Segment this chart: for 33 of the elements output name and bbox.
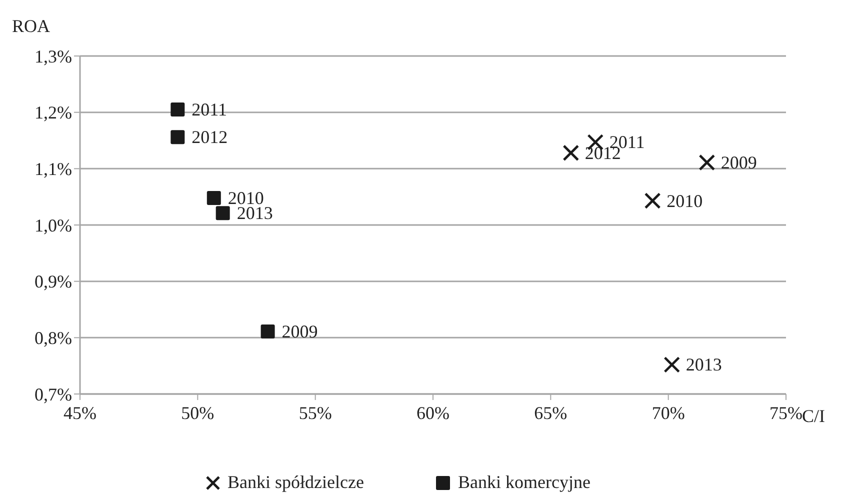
x-tick-label: 60% bbox=[416, 402, 450, 423]
point bbox=[170, 130, 185, 144]
x-tick-label: 75% bbox=[770, 402, 802, 423]
point bbox=[698, 154, 716, 171]
point bbox=[170, 102, 185, 117]
x-tick-label: 45% bbox=[64, 402, 96, 423]
annotation: 2009 bbox=[282, 321, 318, 342]
y-tick-label: 1,3% bbox=[34, 46, 72, 66]
y-tick-label: 0,8% bbox=[34, 328, 72, 348]
legend-label: Banki komercyjne bbox=[456, 472, 590, 493]
x-tick-label: 50% bbox=[181, 402, 214, 423]
legend-label: Banki spółdzielcze bbox=[226, 472, 364, 493]
x-axis-title: C/I bbox=[802, 406, 826, 427]
x-tick-label: 70% bbox=[652, 402, 685, 423]
point bbox=[644, 192, 661, 209]
annotation: 2012 bbox=[192, 127, 228, 148]
y-tick-label: 0,7% bbox=[34, 384, 72, 404]
annotation: 2013 bbox=[686, 354, 722, 375]
annotation: 2009 bbox=[720, 152, 757, 172]
y-tick-label: 1,0% bbox=[34, 215, 72, 236]
point bbox=[664, 356, 680, 373]
point bbox=[216, 206, 230, 220]
y-tick-label: 1,2% bbox=[34, 102, 72, 123]
y-axis-title: ROA bbox=[12, 16, 50, 37]
x-tick-label: 55% bbox=[298, 402, 332, 423]
point bbox=[206, 190, 221, 205]
point bbox=[562, 144, 580, 162]
point bbox=[260, 324, 275, 338]
annotation: 2010 bbox=[666, 190, 703, 211]
y-tick-label: 1,1% bbox=[34, 159, 72, 180]
x-tick-label: 65% bbox=[534, 402, 568, 423]
annotation: 2011 bbox=[192, 100, 228, 120]
y-tick-label: 0,9% bbox=[34, 272, 72, 292]
